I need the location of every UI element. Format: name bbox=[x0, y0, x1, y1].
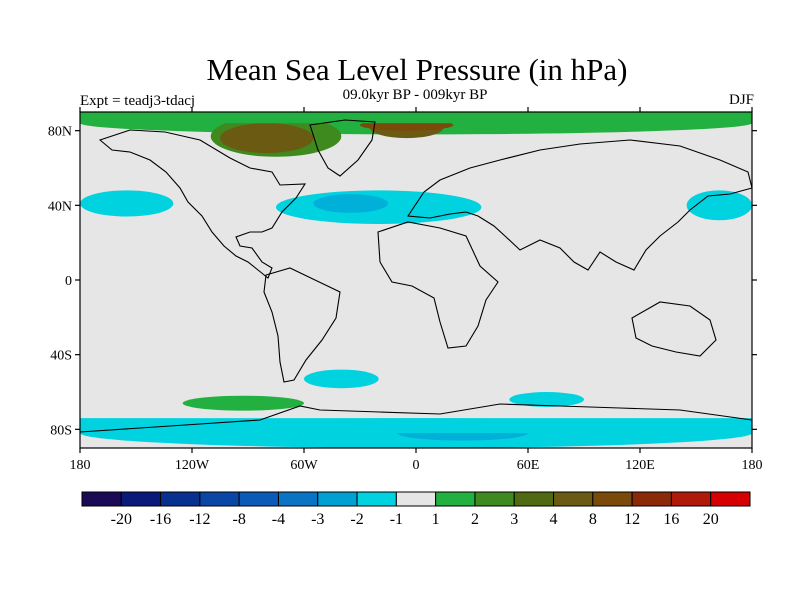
coastline-south-america bbox=[263, 267, 341, 383]
x-tick-label: 60W bbox=[290, 458, 318, 473]
colorbar-swatch bbox=[395, 491, 437, 507]
colorbar: -20 -16 -12 -8 -4 -3 -2 -1 1 2 3 4 8 12 16 20 bbox=[81, 491, 751, 528]
season-label: DJF bbox=[728, 92, 754, 108]
colorbar-label: 20 bbox=[703, 511, 719, 528]
colorbar-swatch bbox=[710, 491, 751, 507]
contour-region bbox=[509, 392, 584, 407]
colorbar-label: -3 bbox=[311, 511, 324, 528]
y-tick-label: 40S bbox=[50, 349, 72, 364]
colorbar-label: 16 bbox=[663, 511, 679, 528]
y-tick-label: 80N bbox=[48, 125, 72, 140]
colorbar-swatch bbox=[317, 491, 358, 507]
y-tick-label: 40N bbox=[48, 199, 72, 214]
coastline-north-america bbox=[98, 129, 307, 279]
colorbar-label: -1 bbox=[390, 511, 403, 528]
colorbar-swatch bbox=[277, 491, 319, 507]
coastlines bbox=[79, 119, 753, 433]
colorbar-label: -20 bbox=[111, 511, 132, 528]
coastline-greenland bbox=[309, 119, 376, 177]
colorbar-label: 1 bbox=[432, 511, 440, 528]
colorbar-label: 8 bbox=[589, 511, 597, 528]
colorbar-swatch bbox=[81, 491, 122, 507]
colorbar-swatch bbox=[631, 491, 672, 507]
x-tick-label: 180 bbox=[70, 458, 91, 473]
x-tick-label: 120W bbox=[175, 458, 210, 473]
colorbar-label: 12 bbox=[624, 511, 640, 528]
contour-region bbox=[219, 123, 314, 154]
colorbar-swatch bbox=[670, 491, 712, 507]
x-tick-label: 120E bbox=[625, 458, 655, 473]
colorbar-label: -12 bbox=[189, 511, 210, 528]
colorbar-swatch bbox=[435, 491, 476, 507]
colorbar-label: -2 bbox=[350, 511, 363, 528]
y-tick-label: 80S bbox=[50, 423, 72, 438]
contour-regions bbox=[80, 112, 752, 449]
colorbar-label: -8 bbox=[233, 511, 246, 528]
x-tick-label: 0 bbox=[413, 458, 420, 473]
contour-region bbox=[313, 194, 388, 213]
colorbar-label: 3 bbox=[510, 511, 518, 528]
colorbar-swatch bbox=[513, 491, 555, 507]
colorbar-swatch bbox=[474, 491, 515, 507]
experiment-label: Expt = teadj3-tdacj bbox=[80, 93, 196, 109]
x-tick-label: 180 bbox=[742, 458, 763, 473]
colorbar-label: 4 bbox=[550, 511, 558, 528]
colorbar-swatch bbox=[592, 491, 633, 507]
x-tick-label: 60E bbox=[517, 458, 540, 473]
colorbar-swatch bbox=[238, 491, 279, 507]
coastline-eurasia bbox=[407, 139, 753, 271]
colorbar-label: -16 bbox=[150, 511, 171, 528]
colorbar-swatch bbox=[199, 491, 240, 507]
y-tick-label: 0 bbox=[65, 274, 72, 289]
contour-region bbox=[80, 190, 174, 217]
colorbar-swatch bbox=[120, 491, 162, 507]
contour-band bbox=[80, 112, 752, 124]
coastline-africa bbox=[377, 221, 499, 349]
colorbar-label: -4 bbox=[272, 511, 285, 528]
colorbar-label: 2 bbox=[471, 511, 479, 528]
contour-region bbox=[182, 395, 304, 411]
coastline-australia bbox=[631, 301, 717, 357]
map-title: Mean Sea Level Pressure (in hPa) bbox=[206, 52, 628, 87]
contour-band bbox=[80, 418, 752, 434]
contour-region bbox=[304, 369, 379, 389]
axis-ticks: 180 120W 60W 0 60E 120E 180 80N 40N 0 40S 80S bbox=[48, 107, 763, 473]
colorbar-swatch bbox=[160, 491, 201, 507]
map-subtitle: 09.0kyr BP - 009kyr BP bbox=[342, 87, 488, 103]
colorbar-swatch bbox=[553, 491, 594, 507]
colorbar-swatch bbox=[356, 491, 397, 507]
map-background bbox=[80, 112, 752, 448]
contour-region bbox=[686, 190, 752, 221]
coastline-antarctica bbox=[79, 403, 753, 433]
